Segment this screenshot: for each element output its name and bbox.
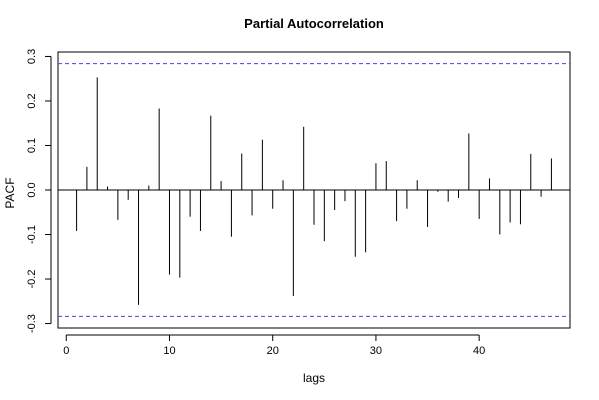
y-tick-label: 0.0 xyxy=(26,182,38,197)
y-axis-label: PACF xyxy=(3,177,17,208)
x-tick-label: 40 xyxy=(473,345,485,357)
x-tick-label: 30 xyxy=(370,345,382,357)
x-tick-label: 0 xyxy=(63,345,69,357)
y-tick-label: 0.2 xyxy=(26,93,38,108)
x-tick-label: 10 xyxy=(163,345,175,357)
pacf-spikes xyxy=(76,77,552,305)
x-tick-label: 20 xyxy=(267,345,279,357)
y-tick-label: -0.3 xyxy=(26,314,38,333)
y-tick-label: 0.1 xyxy=(26,138,38,153)
x-axis: 0 10 20 30 40 xyxy=(63,334,485,357)
y-axis: -0.3 -0.2 -0.1 0.0 0.1 0.2 0.3 xyxy=(26,49,52,333)
confidence-bounds xyxy=(58,63,570,317)
y-tick-label: -0.1 xyxy=(26,225,38,244)
chart-title: Partial Autocorrelation xyxy=(244,16,384,31)
x-axis-label: lags xyxy=(303,371,325,385)
y-tick-label: 0.3 xyxy=(26,49,38,64)
y-tick-label: -0.2 xyxy=(26,270,38,289)
